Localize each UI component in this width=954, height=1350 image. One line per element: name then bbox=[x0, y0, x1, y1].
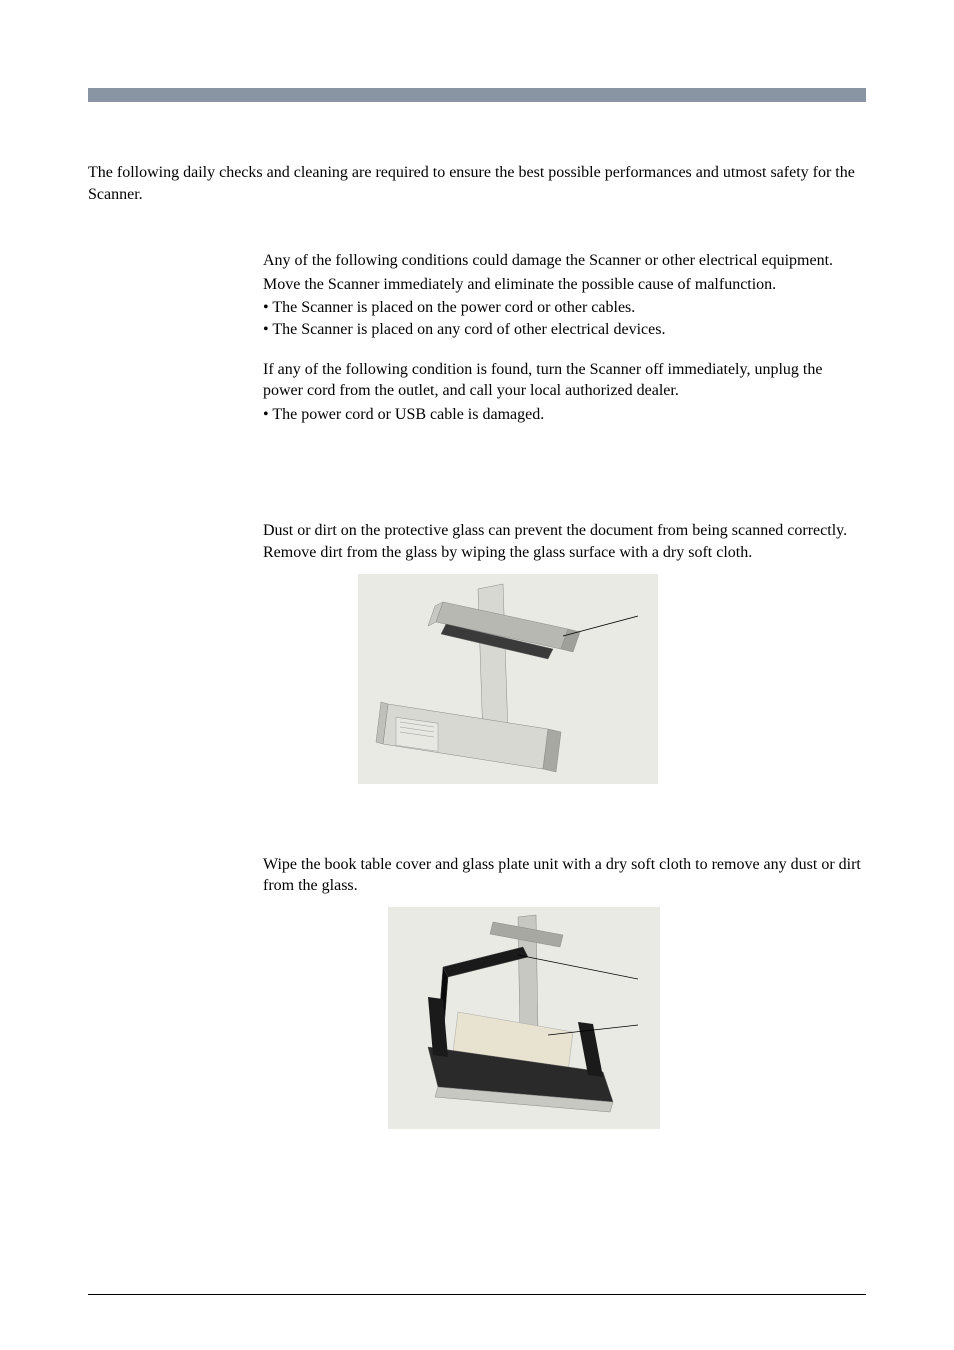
footer-divider bbox=[88, 1294, 866, 1295]
header-bar bbox=[88, 88, 866, 102]
glass-cleaning-text: Dust or dirt on the protective glass can… bbox=[263, 520, 866, 563]
intro-text: The following daily checks and cleaning … bbox=[88, 162, 866, 205]
book-table-text: Wipe the book table cover and glass plat… bbox=[263, 854, 866, 897]
caution-para-2: Move the Scanner immediately and elimina… bbox=[263, 274, 866, 296]
caution-bullet-1: • The Scanner is placed on the power cor… bbox=[263, 297, 866, 319]
caution-para-3: If any of the following condition is fou… bbox=[263, 359, 866, 402]
glass-cleaning-section: Dust or dirt on the protective glass can… bbox=[263, 520, 866, 783]
caution-para-1: Any of the following conditions could da… bbox=[263, 250, 866, 272]
scanner-head-image bbox=[358, 574, 658, 784]
scanner-head-illustration bbox=[358, 574, 658, 784]
caution-bullet-3: • The power cord or USB cable is damaged… bbox=[263, 404, 866, 426]
book-table-section: Wipe the book table cover and glass plat… bbox=[263, 854, 866, 1129]
caution-bullet-2: • The Scanner is placed on any cord of o… bbox=[263, 319, 866, 341]
scanner-full-illustration bbox=[388, 907, 660, 1129]
cautions-section: Any of the following conditions could da… bbox=[263, 250, 866, 425]
scanner-full-image bbox=[388, 907, 660, 1129]
